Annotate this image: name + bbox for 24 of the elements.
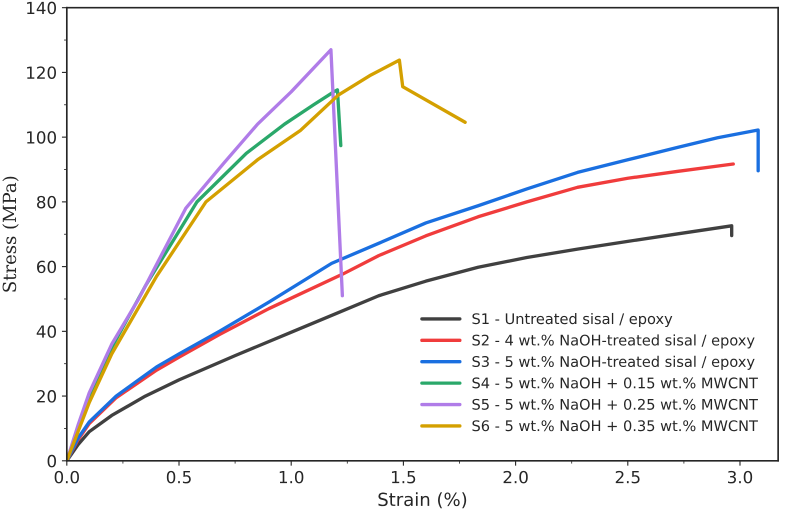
x-tick-label: 1.0 [280,470,304,484]
y-tick-label: 80 [37,196,56,208]
legend-label: S1 - Untreated sisal / epoxy [472,312,672,328]
y-tick-label: 20 [37,390,56,403]
y-tick-label: 120 [27,66,56,79]
legend-label: S2 - 4 wt.% NaOH-treated sisal / epoxy [472,334,755,348]
y-tick-label: 60 [37,260,56,274]
x-tick-label: 2.5 [616,470,640,484]
y-tick-label: 100 [27,131,56,144]
y-tick-label: 140 [27,2,56,14]
x-tick-label: 0.0 [54,470,79,484]
x-tick-label: 3.0 [728,470,752,484]
x-tick-label: 0.5 [166,470,191,484]
line-series [66,58,467,461]
x-axis-title: Strain (%) [378,492,466,508]
y-tick-label: 0 [48,454,56,468]
legend-label: S5 - 5 wt.% NaOH + 0.25 wt.% MWCNT [472,398,758,410]
y-axis-title: Stress (MPa) [2,176,19,292]
x-tick-label: 1.5 [392,471,416,484]
legend-label: S4 - 5 wt.% NaOH + 0.15 wt.% MWCNT [472,377,758,388]
legend-label: S3 - 5 wt.% NaOH-treated sisal / epoxy [472,356,755,370]
legend-label: S6 - 5 wt.% NaOH + 0.35 wt.% MWCNT [472,420,758,432]
y-tick-label: 40 [36,325,56,338]
x-tick-label: 2.0 [504,470,528,484]
